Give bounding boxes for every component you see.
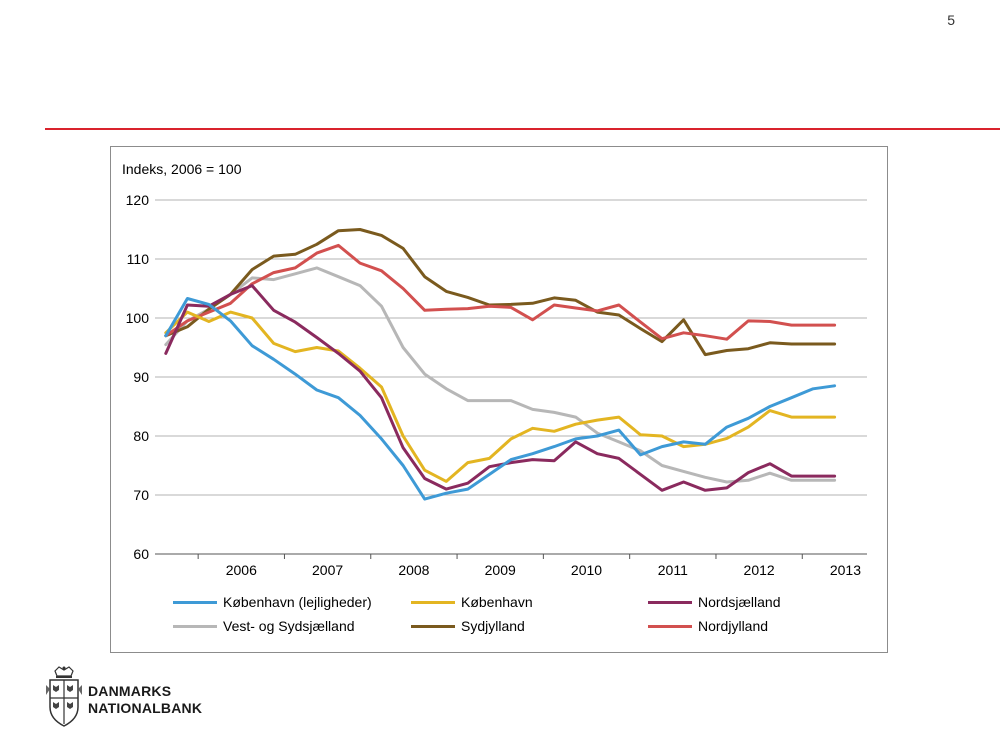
- y-axis-label: Indeks, 2006 = 100: [122, 161, 242, 177]
- series-line-1: [164, 310, 837, 483]
- x-tick-label: 2010: [571, 562, 602, 578]
- x-tick-label: 2009: [485, 562, 516, 578]
- x-tick-label: 2008: [398, 562, 429, 578]
- line-chart: Indeks, 2006 = 100 60 70 80 90 100 110 120 200…: [122, 161, 867, 578]
- series-line-0: [164, 297, 837, 501]
- logo-line-1: DANMARKS: [88, 683, 172, 699]
- x-axis: 2006 2007 2008 2009 2010 2011 2012 2013: [155, 553, 867, 578]
- gridlines: 60 70 80 90 100 110 120: [126, 192, 867, 562]
- x-tick-label: 2007: [312, 562, 343, 578]
- chart-panel: Indeks, 2006 = 100 60 70 80 90 100 110 120 200…: [110, 146, 888, 653]
- header-rule: [45, 128, 1000, 130]
- coat-of-arms-icon: [46, 666, 82, 727]
- logo-wordmark: DANMARKS NATIONALBANK: [88, 683, 202, 717]
- y-tick-label: 90: [133, 369, 149, 385]
- x-tick-label: 2006: [226, 562, 257, 578]
- logo-line-2: NATIONALBANK: [88, 700, 203, 716]
- series-line-4: [164, 228, 837, 357]
- x-tick-label: 2011: [658, 562, 688, 578]
- y-tick-label: 120: [126, 192, 150, 208]
- series-line-3: [164, 266, 837, 484]
- x-tick-label: 2012: [744, 562, 775, 578]
- y-tick-label: 100: [126, 310, 150, 326]
- series-line-2: [164, 284, 837, 492]
- page-number: 5: [947, 12, 955, 28]
- y-tick-label: 70: [133, 487, 149, 503]
- y-tick-label: 60: [133, 546, 149, 562]
- x-tick-label: 2013: [830, 562, 861, 578]
- series-lines: [164, 228, 837, 501]
- y-tick-label: 110: [127, 251, 150, 267]
- danmarks-nationalbank-logo: DANMARKS NATIONALBANK: [45, 665, 205, 735]
- y-tick-label: 80: [133, 428, 149, 444]
- series-line-5: [164, 243, 837, 341]
